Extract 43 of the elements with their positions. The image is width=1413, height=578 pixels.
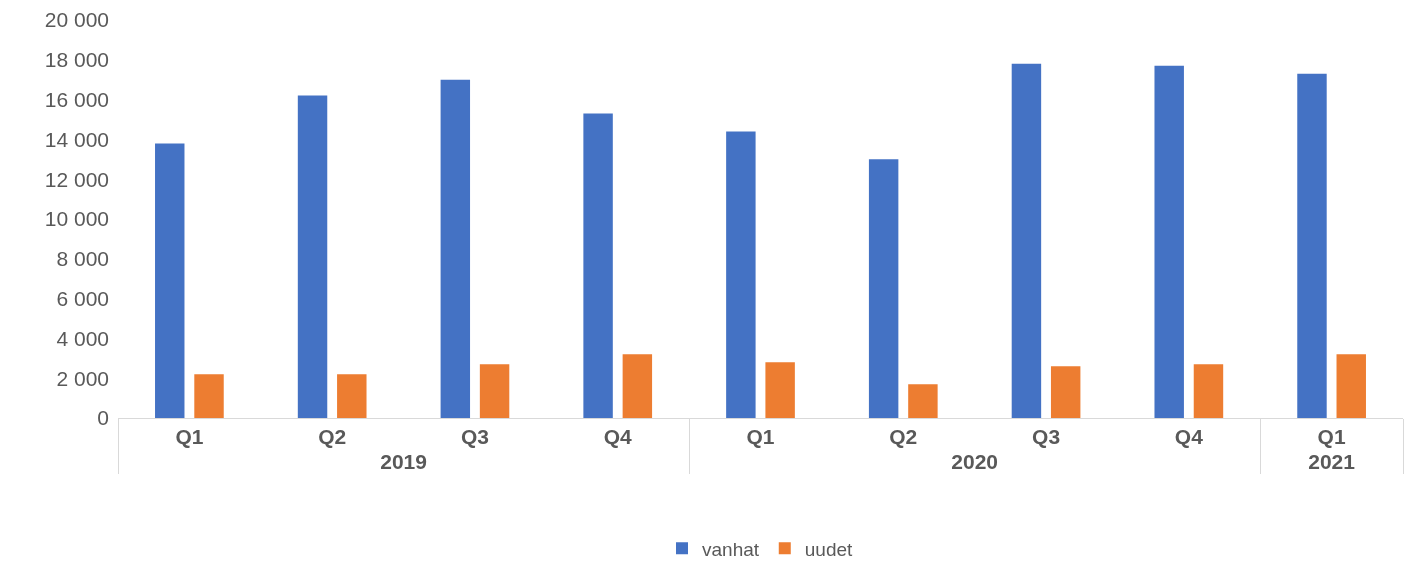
y-tick-label: 16 000 <box>44 87 109 111</box>
x-tick-label: Q2 <box>318 425 347 449</box>
bar <box>908 384 938 418</box>
x-tick-label: Q3 <box>1032 425 1061 449</box>
bar <box>622 354 653 418</box>
x-tick-label: Q3 <box>460 425 489 449</box>
y-tick-label: 20 000 <box>44 8 109 32</box>
bar <box>1297 73 1327 418</box>
y-tick-label: 12 000 <box>44 167 109 191</box>
bar <box>1011 63 1042 418</box>
x-tick-label: Q4 <box>1174 425 1204 449</box>
y-tick-label: 6 000 <box>56 286 109 310</box>
bar <box>1154 65 1184 418</box>
bar <box>1050 366 1081 418</box>
x-tick-label: Q1 <box>746 425 775 449</box>
bar <box>583 113 613 418</box>
x-tick-label: Q1 <box>1317 425 1346 449</box>
y-tick-label: 2 000 <box>56 366 109 390</box>
text: 2020 <box>951 450 999 474</box>
bar <box>1336 354 1366 418</box>
bar <box>337 374 367 418</box>
x-tick-label: Q1 <box>175 425 204 449</box>
text: 2019 <box>380 450 427 474</box>
bar <box>194 374 224 418</box>
y-tick-label: 10 000 <box>44 207 109 231</box>
legend-label: uudet <box>804 538 854 560</box>
bar <box>1193 364 1224 418</box>
bar <box>726 131 756 418</box>
bar <box>297 95 328 418</box>
bar <box>868 159 899 418</box>
x-tick-label: Q2 <box>889 425 918 449</box>
bar <box>440 79 471 418</box>
y-tick-label: 14 000 <box>44 127 109 151</box>
bar <box>479 364 510 418</box>
y-tick-label: 0 <box>97 406 109 430</box>
x-tick-label: Q4 <box>603 425 633 449</box>
y-tick-label: 8 000 <box>56 247 109 271</box>
bar <box>155 143 185 418</box>
y-tick-label: 4 000 <box>56 326 109 350</box>
y-tick-label: 18 000 <box>44 48 109 72</box>
text: 2021 <box>1308 450 1356 474</box>
bar <box>765 362 795 418</box>
legend-label: vanhat <box>702 538 760 560</box>
